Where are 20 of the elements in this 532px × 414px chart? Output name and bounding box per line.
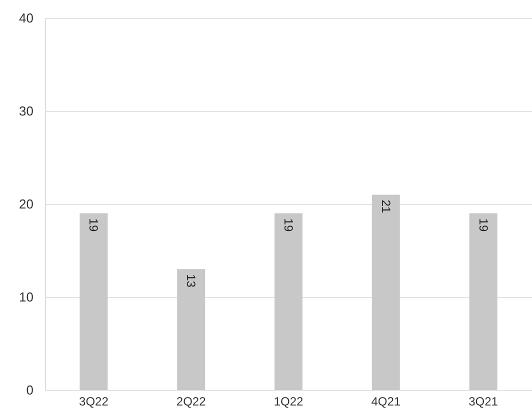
bar [274,213,302,390]
bar [469,213,498,390]
y-tick-label: 20 [19,196,34,212]
x-tick-label: 3Q21 [468,394,498,408]
data-label: 21 [378,200,393,214]
x-tick-label: 2Q22 [176,394,206,408]
data-label: 19 [282,218,296,232]
x-tick-label: 3Q22 [79,394,109,408]
bar [372,194,400,390]
x-tick-label: 1Q22 [274,394,304,408]
data-label: 19 [476,218,490,232]
bar [177,269,206,390]
data-label: 13 [184,274,198,288]
y-tick-label: 40 [19,10,34,26]
y-tick-label: 10 [19,290,34,304]
y-tick-label: 30 [19,104,34,118]
data-label: 19 [86,218,101,232]
y-tick-label: 0 [26,382,34,398]
bar [80,213,108,390]
x-tick-label: 4Q21 [371,394,401,408]
